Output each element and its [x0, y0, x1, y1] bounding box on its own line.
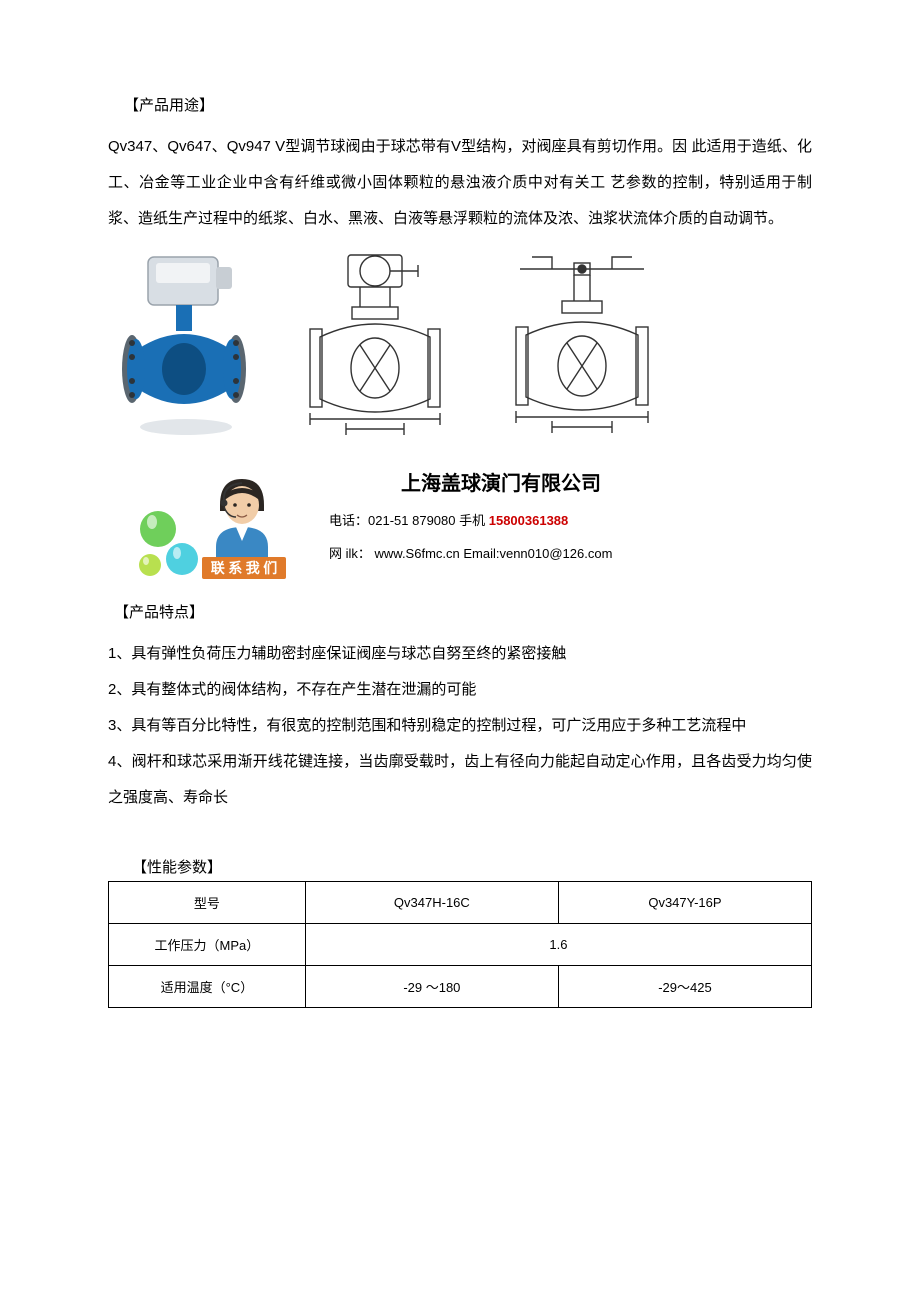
feature-item-3: 3、具有等百分比特性，有很宽的控制范围和特别稳定的控制过程，可广泛用应于多种工艺…	[108, 708, 812, 744]
spec-row-temp-label: 适用温度（°C）	[109, 966, 306, 1008]
company-phone-line: 电话：021-51 879080 手机 15800361388	[329, 510, 812, 529]
spec-col-model: 型号	[109, 882, 306, 924]
spec-table: 型号 Qv347H-16C Qv347Y-16P 工作压力（MPa） 1.6 适…	[108, 881, 812, 1008]
spec-row-temp-v2: -29～425	[558, 966, 811, 1008]
feature-item-4: 4、阀杆和球芯采用渐开线花键连接，当齿廓受载时，齿上有径向力能起自动定心作用，且…	[108, 744, 812, 816]
spec-row-pressure: 工作压力（MPa） 1.6	[109, 924, 812, 966]
company-text: 上海盖球演门有限公司 电话：021-51 879080 手机 158003613…	[329, 461, 812, 562]
company-block: 联 系 我 们 上海盖球演门有限公司 电话：021-51 879080 手机 1…	[136, 461, 812, 581]
spec-row-pressure-value: 1.6	[305, 924, 811, 966]
phone-value: 021-51 879080	[368, 513, 455, 528]
feature-item-2: 2、具有整体式的阀体结构，不存在产生潜在泄漏的可能	[108, 672, 812, 708]
company-name: 上海盖球演门有限公司	[401, 467, 812, 496]
feature-list: 1、具有弹性负荷压力辅助密封座保证阀座与球芯自努至终的紧密接触 2、具有整体式的…	[108, 636, 812, 816]
usage-body: Qv347、Qv647、Qv947 V型调节球阀由于球芯带有V型结构，对阀座具有…	[108, 129, 812, 237]
company-web-line: 网 ilk： www.S6fmc.cn Email:venn010@126.co…	[329, 543, 812, 562]
engineering-diagram-1	[290, 249, 470, 439]
spec-row-temp-v1: -29 ～180	[305, 966, 558, 1008]
web-label: 网 ilk：	[329, 546, 371, 561]
spec-row-pressure-label: 工作压力（MPa）	[109, 924, 306, 966]
feature-item-1: 1、具有弹性负荷压力辅助密封座保证阀座与球芯自努至终的紧密接触	[108, 636, 812, 672]
usage-header: 【产品用途】	[124, 94, 812, 115]
spec-col-v2: Qv347Y-16P	[558, 882, 811, 924]
spec-col-v1: Qv347H-16C	[305, 882, 558, 924]
spec-header-row: 型号 Qv347H-16C Qv347Y-16P	[109, 882, 812, 924]
document-page: 【产品用途】 Qv347、Qv647、Qv947 V型调节球阀由于球芯带有V型结…	[0, 0, 920, 1302]
spec-row-temp: 适用温度（°C） -29 ～180 -29～425	[109, 966, 812, 1008]
spec-section: 【性能参数】 型号 Qv347H-16C Qv347Y-16P 工作压力（MPa…	[108, 856, 812, 1008]
web-value: www.S6fmc.cn Email:venn010@126.com	[371, 546, 613, 561]
mobile-value: 15800361388	[489, 513, 569, 528]
contact-graphic: 联 系 我 们	[136, 461, 301, 581]
product-photo	[108, 249, 268, 439]
product-images-row	[108, 249, 812, 439]
engineering-diagram-2	[492, 249, 672, 439]
phone-label: 电话：	[329, 513, 368, 528]
mobile-label: 手机	[456, 513, 489, 528]
features-header: 【产品特点】	[114, 601, 812, 622]
spec-header: 【性能参数】	[132, 856, 812, 877]
svg-text:联 系 我 们: 联 系 我 们	[211, 560, 278, 577]
